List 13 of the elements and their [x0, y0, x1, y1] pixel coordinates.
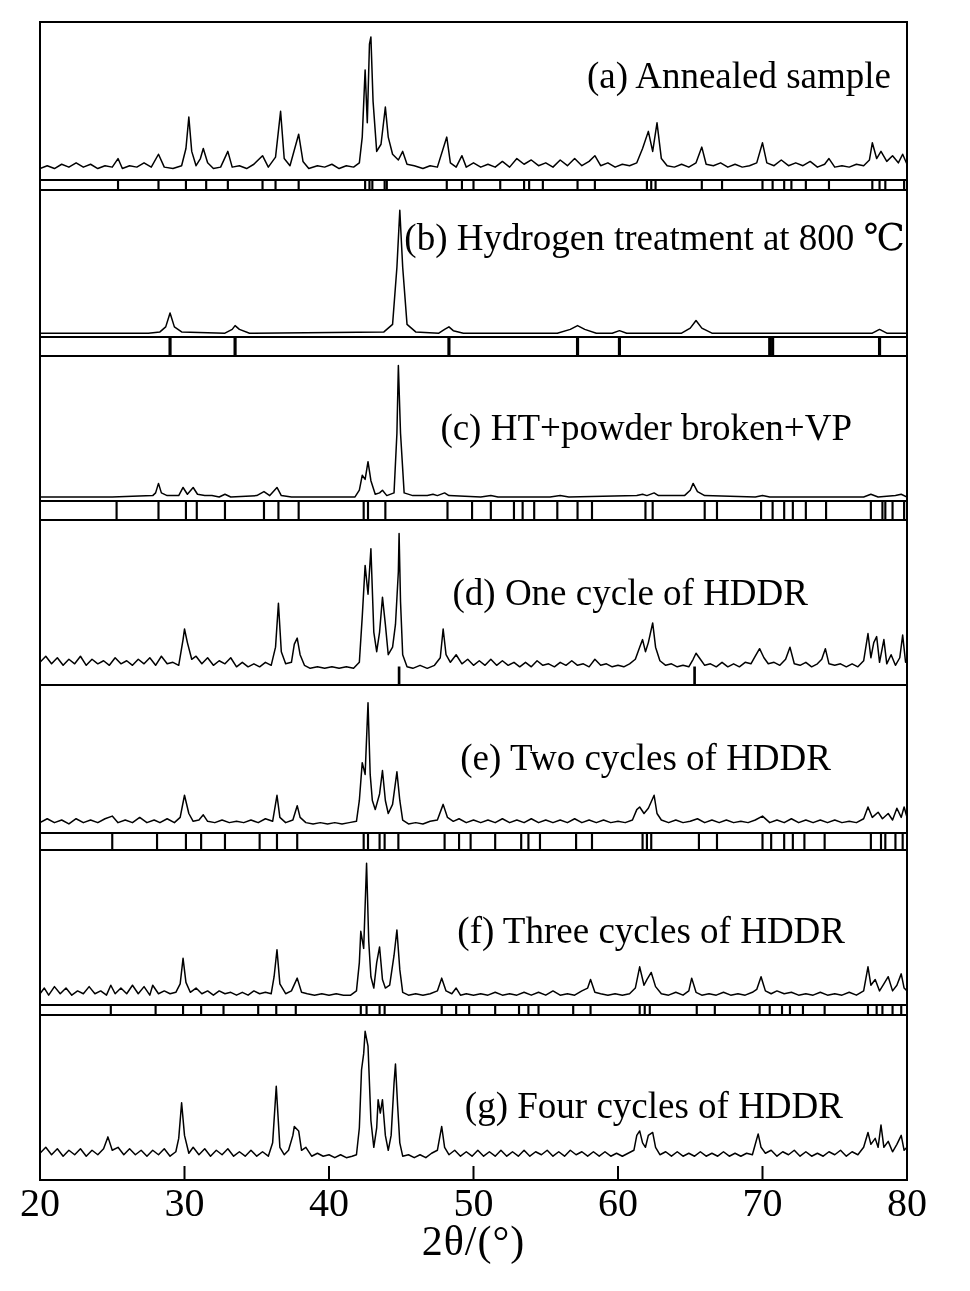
chart-title: (b) Hydrogen treatment at 800 ℃	[404, 217, 905, 259]
x-tick-label: 60	[598, 1179, 638, 1225]
x-tick-label: 30	[164, 1179, 205, 1225]
x-tick-label: 70	[742, 1179, 783, 1225]
text: (d) One cycle of HDDR	[452, 572, 808, 614]
text: (c) HT+powder broken+VP	[440, 407, 852, 449]
x-tick-label: 80	[887, 1179, 927, 1225]
text: (e) Two cycles of HDDR	[460, 737, 831, 779]
text: (f) Three cycles of HDDR	[457, 910, 845, 952]
text: (g) Four cycles of HDDR	[464, 1085, 843, 1127]
x-tick-label: 40	[309, 1179, 349, 1225]
text: (a) Annealed sample	[586, 55, 891, 97]
x-tick-label: 20	[20, 1179, 60, 1225]
